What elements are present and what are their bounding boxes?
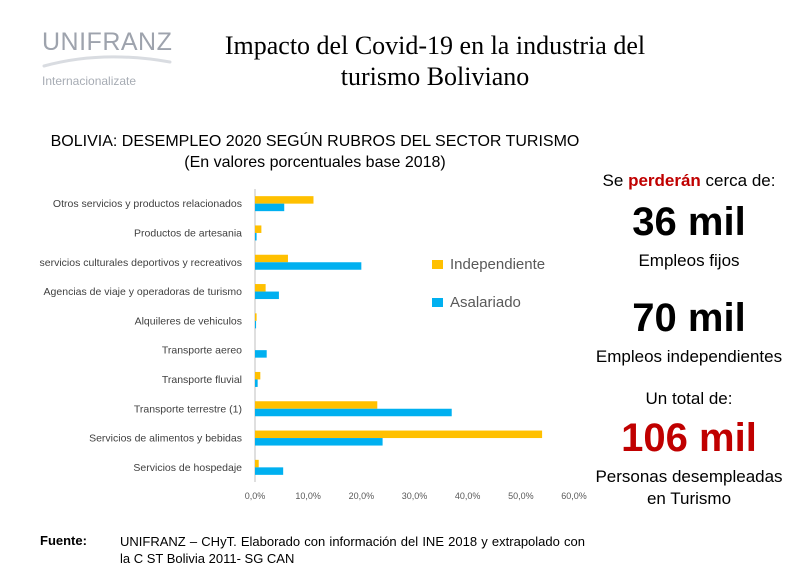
logo-swoosh-icon	[42, 55, 172, 68]
source-text: UNIFRANZ – CHyT. Elaborado con informaci…	[120, 534, 585, 566]
stats-intro: Se perderán cerca de:	[578, 170, 800, 192]
page-title: Impacto del Covid-19 en la industria del…	[175, 30, 695, 92]
category-label: Transporte fluvial	[162, 374, 242, 386]
bar-asalariado	[255, 262, 362, 270]
x-tick-label: 60,0%	[561, 491, 587, 501]
legend-swatch-asalariado	[432, 298, 443, 307]
independent-jobs-label: Empleos independientes	[595, 347, 783, 366]
bar-asalariado	[255, 467, 284, 475]
independent-jobs-value: 70 mil	[632, 296, 746, 340]
logo-tagline: Internacionalizate	[42, 74, 137, 88]
bar-independiente	[255, 196, 314, 204]
bar-asalariado	[255, 408, 452, 417]
category-label: Alquileres de vehiculos	[135, 315, 242, 327]
bar-asalariado	[255, 291, 279, 300]
x-tick-label: 0,0%	[245, 491, 266, 501]
fixed-jobs-value: 36 mil	[632, 200, 746, 244]
category-label: Agencias de viaje y operadoras de turism…	[44, 286, 243, 298]
category-label: servicios culturales deportivos y recrea…	[40, 257, 243, 269]
page-title-line2: turismo Boliviano	[340, 62, 530, 91]
unifranz-logo: UNIFRANZ Internacionalizate	[42, 28, 172, 88]
source-label-text: Fuente	[40, 533, 83, 548]
x-tick-label: 20,0%	[349, 491, 375, 501]
bar-independiente	[255, 430, 543, 439]
stats-panel: Se perderán cerca de: 36 mil Empleos fij…	[578, 170, 800, 510]
category-label: Servicios de alimentos y bebidas	[89, 433, 242, 445]
bar-asalariado	[255, 320, 257, 329]
category-label: Otros servicios y productos relacionados	[53, 198, 242, 210]
stats-intro-suffix: cerca de:	[700, 171, 776, 190]
bar-asalariado	[255, 438, 383, 446]
bar-independiente	[255, 284, 266, 292]
bar-independiente	[255, 371, 261, 380]
bar-chart: Otros servicios y productos relacionados…	[40, 189, 587, 501]
bar-asalariado	[255, 203, 285, 212]
bar-asalariado	[255, 379, 258, 387]
page-title-line1: Impacto del Covid-19 en la industria del	[224, 31, 646, 60]
chart-title: BOLIVIA: DESEMPLEO 2020 SEGÚN RUBROS DEL…	[50, 133, 580, 150]
total-label-line1: Personas desempleadas	[595, 467, 783, 486]
category-label: Transporte aereo	[162, 345, 242, 357]
x-tick-label: 30,0%	[402, 491, 428, 501]
legend-label-independiente: Independiente	[450, 256, 545, 273]
total-label-line2: en Turismo	[646, 489, 732, 508]
bar-independiente	[255, 401, 378, 409]
total-value: 106 mil	[621, 416, 757, 460]
total-intro: Un total de:	[645, 389, 733, 408]
chart-subtitle: (En valores porcentuales base 2018)	[184, 154, 446, 171]
bar-independiente	[255, 225, 262, 233]
category-label: Servicios de hospedaje	[133, 462, 242, 474]
legend-swatch-independiente	[432, 260, 443, 269]
fixed-jobs-label: Empleos fijos	[638, 251, 740, 270]
bar-independiente	[255, 313, 257, 321]
x-tick-label: 40,0%	[455, 491, 481, 501]
logo-name: UNIFRANZ	[42, 28, 173, 56]
category-label: Productos de artesania	[134, 227, 242, 239]
stats-intro-highlight: perderán	[628, 171, 701, 190]
bar-independiente	[255, 254, 288, 263]
bar-asalariado	[255, 232, 257, 241]
stats-intro-prefix: Se	[602, 171, 629, 190]
x-tick-label: 10,0%	[295, 491, 321, 501]
legend-label-asalariado: Asalariado	[450, 294, 521, 311]
chart-heading: BOLIVIA: DESEMPLEO 2020 SEGÚN RUBROS DEL…	[20, 131, 610, 173]
bar-independiente	[255, 459, 259, 468]
bar-asalariado	[255, 350, 267, 358]
x-tick-label: 50,0%	[508, 491, 534, 501]
source-label: Fuente:	[40, 533, 87, 548]
category-label: Transporte terrestre (1)	[134, 403, 242, 415]
